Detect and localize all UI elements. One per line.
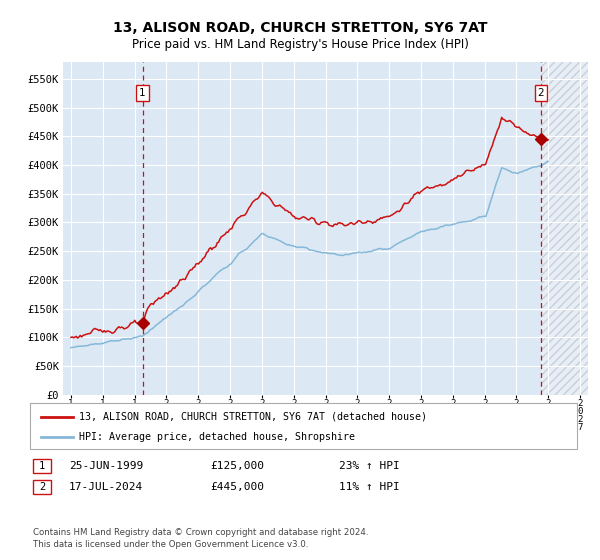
Text: 13, ALISON ROAD, CHURCH STRETTON, SY6 7AT: 13, ALISON ROAD, CHURCH STRETTON, SY6 7A… [113, 21, 487, 35]
Text: 1: 1 [39, 461, 45, 471]
Text: 17-JUL-2024: 17-JUL-2024 [69, 482, 143, 492]
Text: Contains HM Land Registry data © Crown copyright and database right 2024.: Contains HM Land Registry data © Crown c… [33, 528, 368, 536]
Text: 11% ↑ HPI: 11% ↑ HPI [339, 482, 400, 492]
Text: £445,000: £445,000 [210, 482, 264, 492]
Bar [541, 62, 588, 395]
Bar [541, 62, 588, 395]
Text: 13, ALISON ROAD, CHURCH STRETTON, SY6 7AT (detached house): 13, ALISON ROAD, CHURCH STRETTON, SY6 7A… [79, 412, 427, 422]
Text: This data is licensed under the Open Government Licence v3.0.: This data is licensed under the Open Gov… [33, 540, 308, 549]
Text: £125,000: £125,000 [210, 461, 264, 471]
Text: 23% ↑ HPI: 23% ↑ HPI [339, 461, 400, 471]
Text: 25-JUN-1999: 25-JUN-1999 [69, 461, 143, 471]
Text: 2: 2 [39, 482, 45, 492]
Text: HPI: Average price, detached house, Shropshire: HPI: Average price, detached house, Shro… [79, 432, 355, 442]
Text: 1: 1 [139, 88, 146, 98]
Text: Price paid vs. HM Land Registry's House Price Index (HPI): Price paid vs. HM Land Registry's House … [131, 38, 469, 51]
Text: 2: 2 [538, 88, 544, 98]
